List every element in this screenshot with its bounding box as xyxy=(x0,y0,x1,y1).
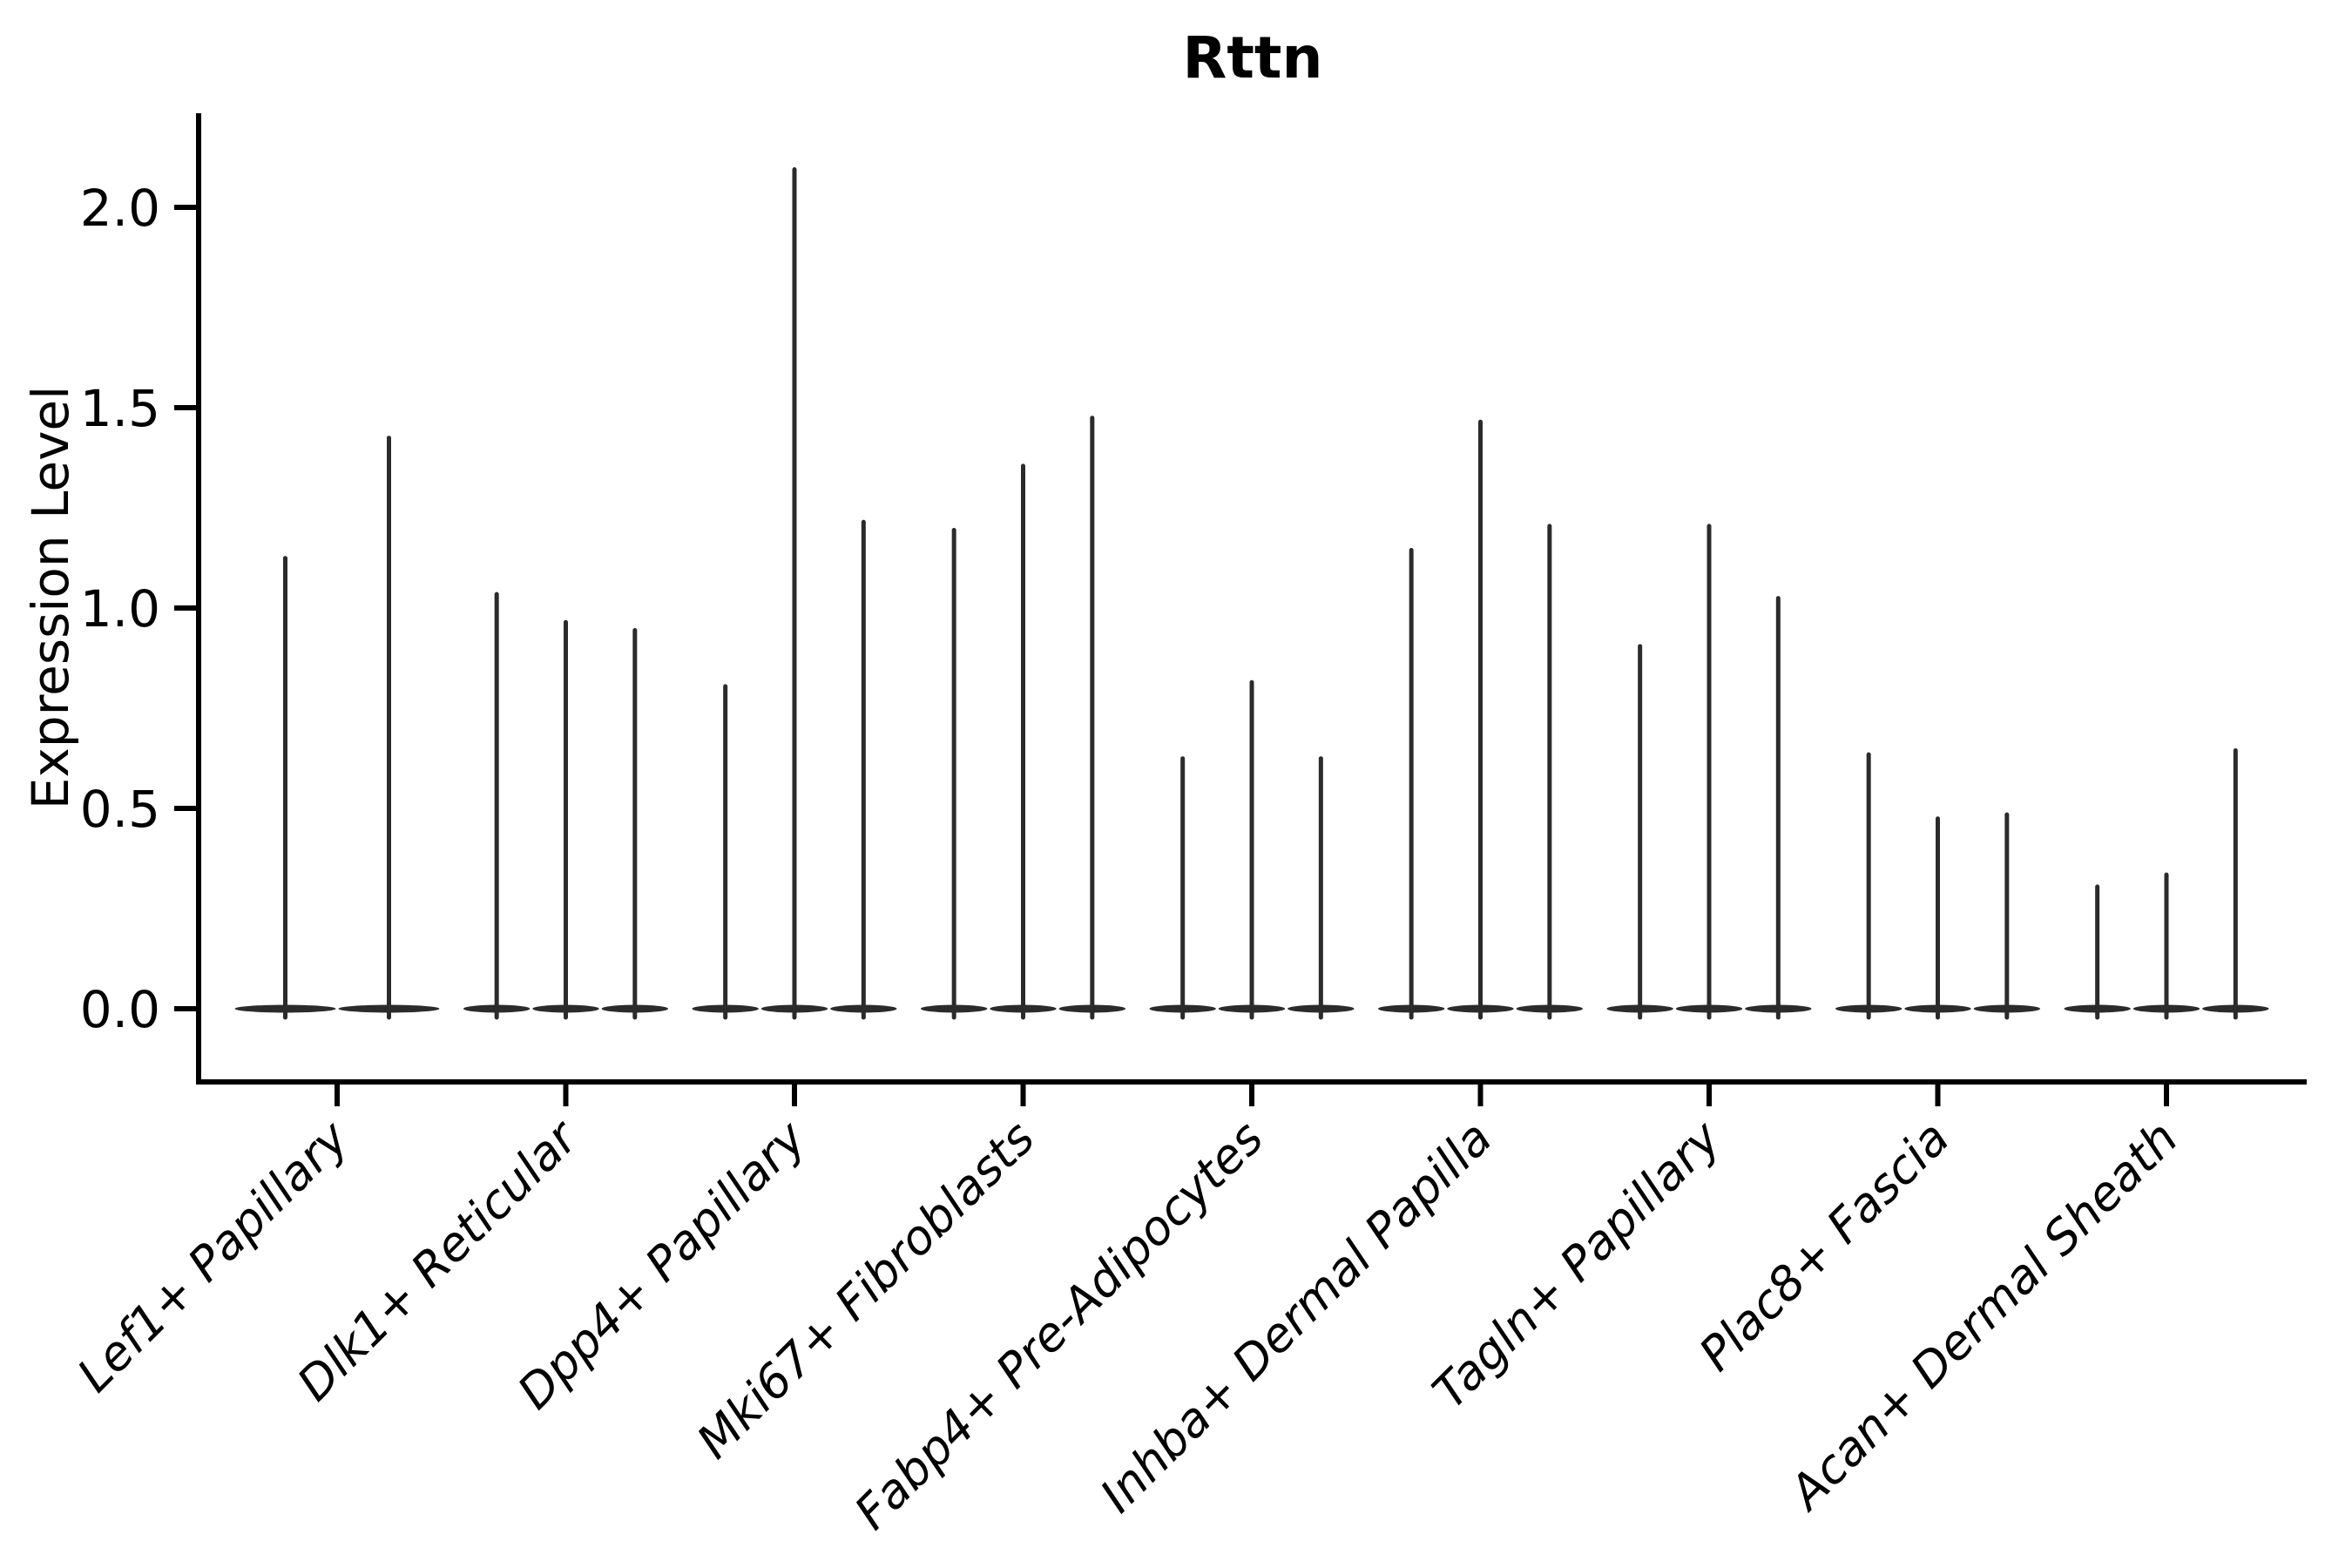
y-tick-label: 1.0 xyxy=(80,579,160,639)
y-tick-label: 2.0 xyxy=(80,179,160,238)
y-tick-label: 1.5 xyxy=(80,379,160,438)
y-axis-title: Expression Level xyxy=(21,385,80,810)
y-tick-label: 0.0 xyxy=(80,980,160,1039)
x-tick-label: Inhba+ Dermal Papilla xyxy=(1090,1111,1503,1524)
chart-title: Rttn xyxy=(1182,24,1323,91)
x-tick-label: Acan+ Dermal Sheath xyxy=(1777,1111,2188,1522)
x-tick-label: Fabp4+ Pre-Adipocytes xyxy=(844,1111,1274,1540)
y-tick-label: 0.5 xyxy=(80,780,160,839)
